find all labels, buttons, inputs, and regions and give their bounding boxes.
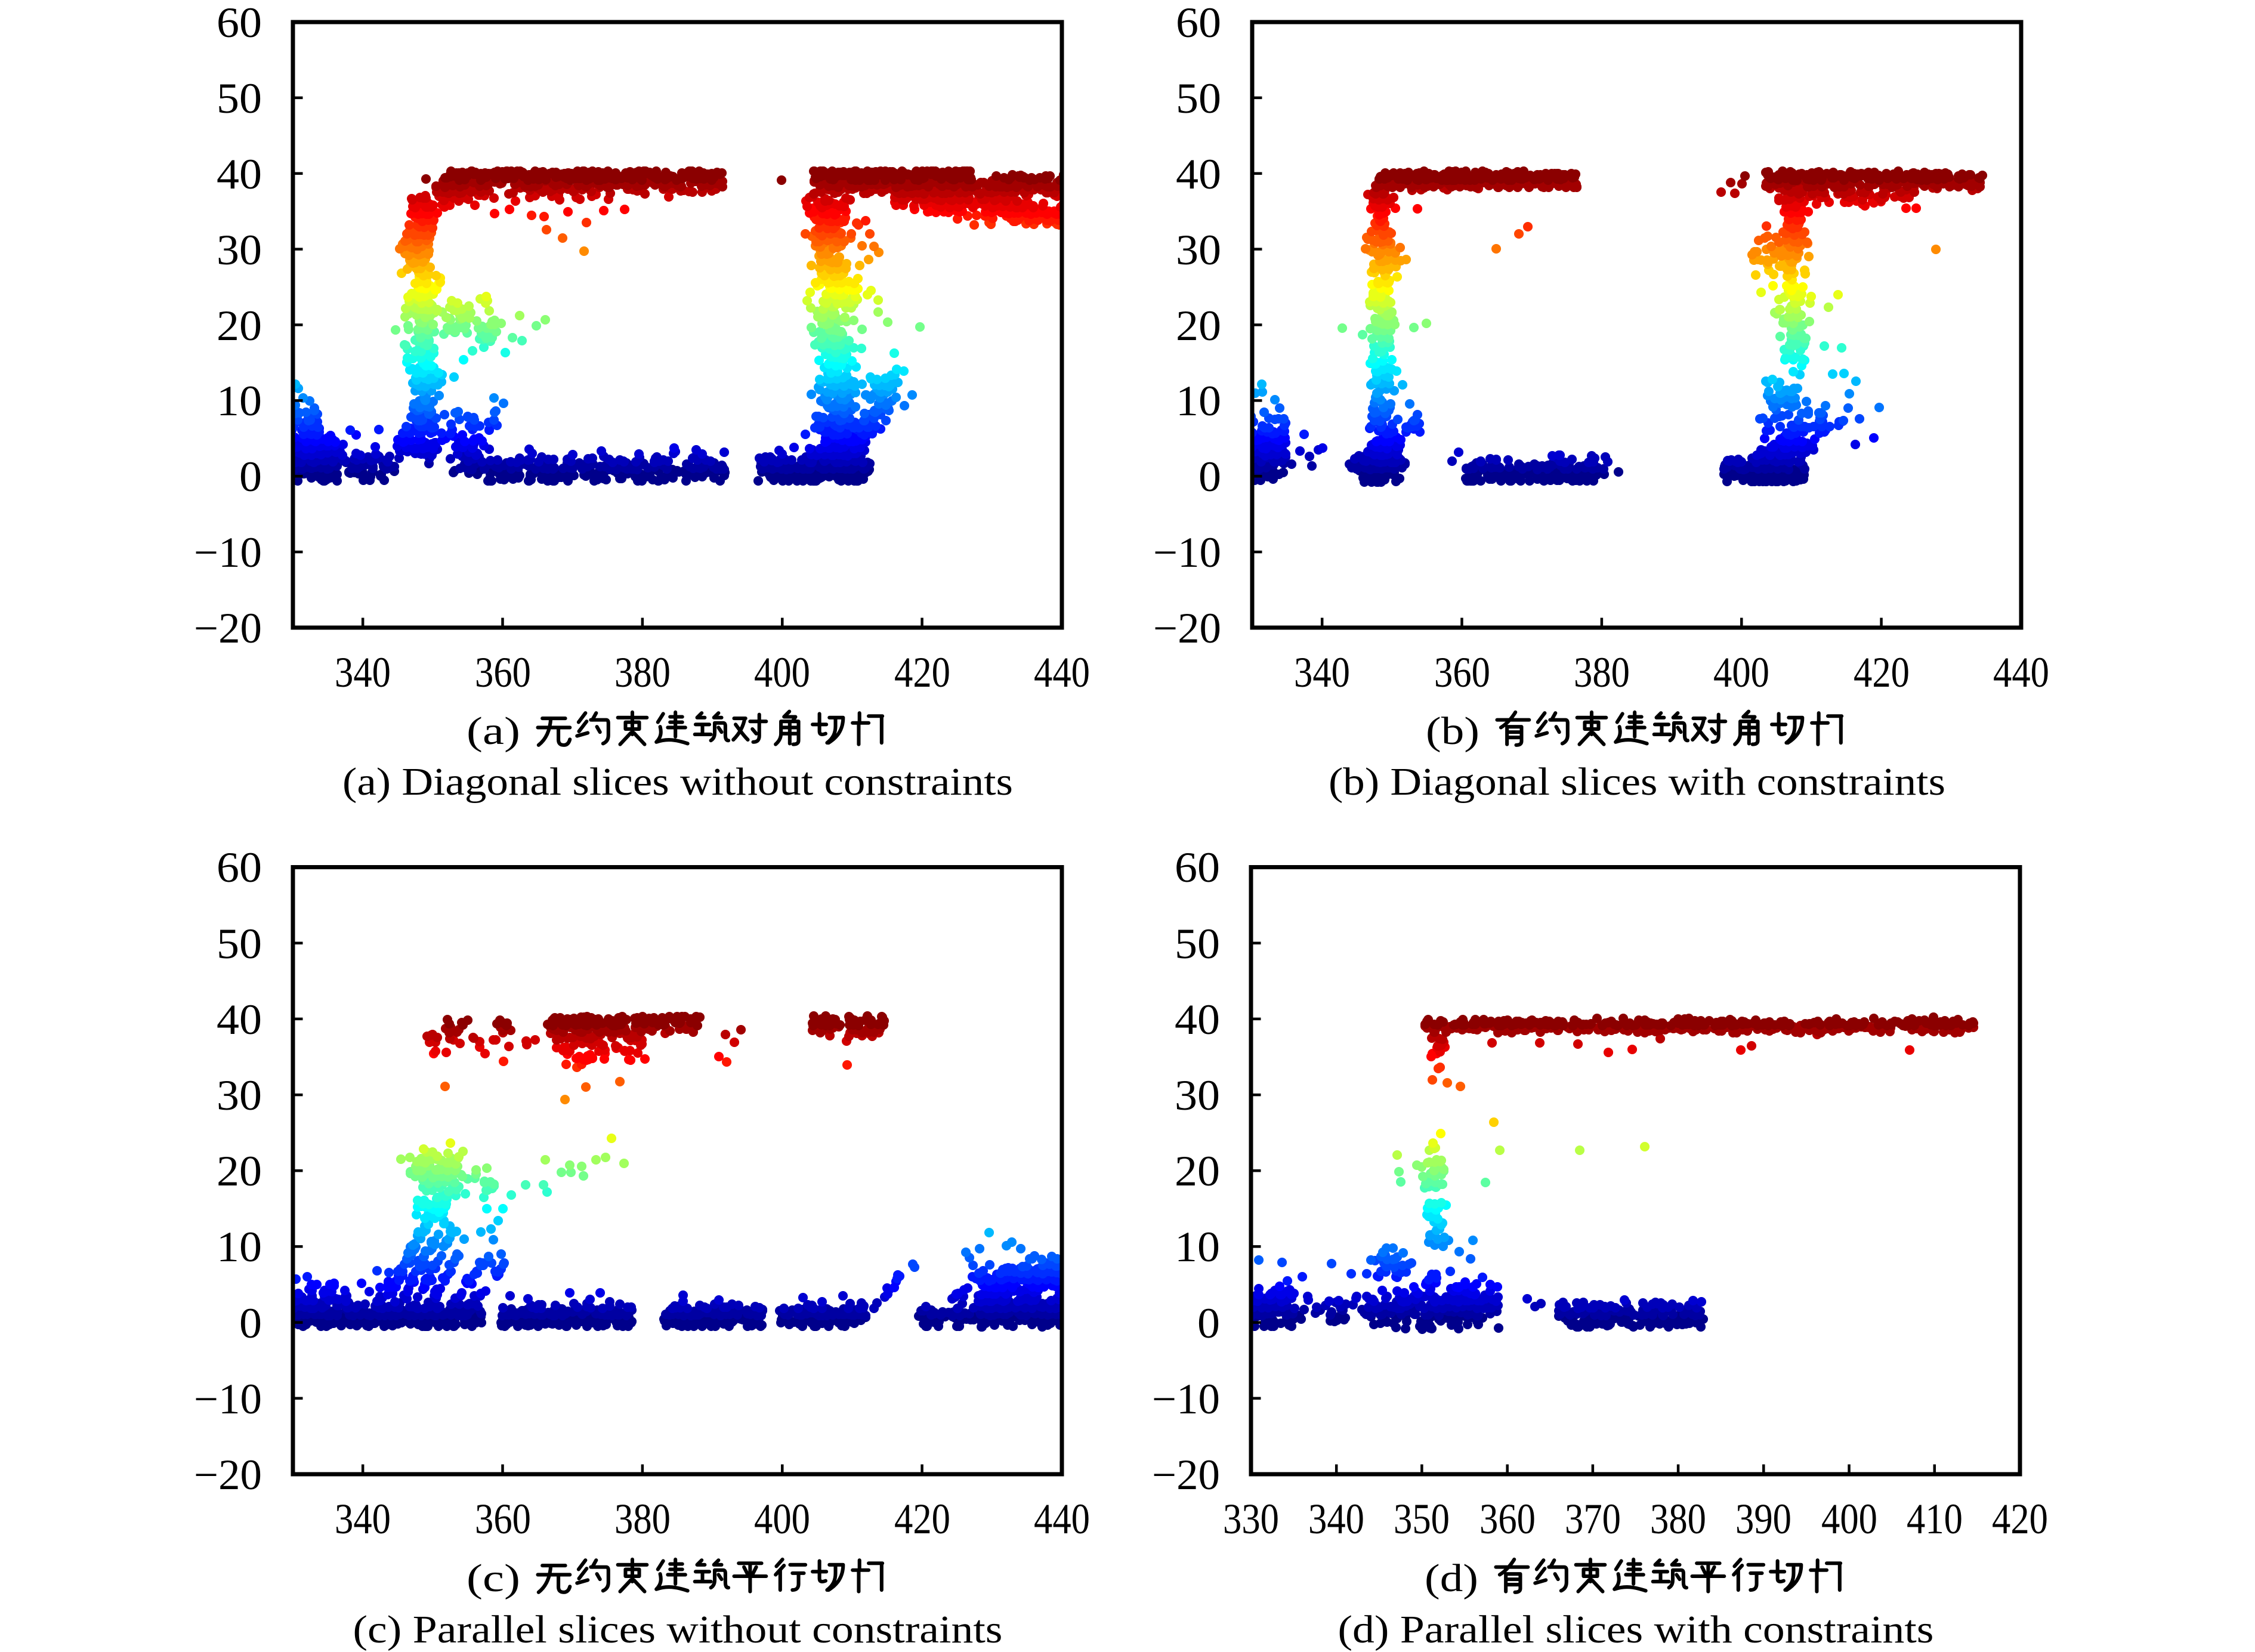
svg-text:380: 380 [1650, 1495, 1706, 1543]
svg-text:−20: −20 [1153, 604, 1221, 652]
svg-text:−20: −20 [194, 604, 262, 652]
svg-text:400: 400 [1821, 1495, 1877, 1543]
svg-text:(b): (b) [1426, 709, 1479, 753]
svg-text:40: 40 [1175, 996, 1220, 1043]
svg-text:40: 40 [1176, 150, 1221, 198]
svg-text:380: 380 [614, 649, 671, 696]
svg-text:390: 390 [1735, 1495, 1791, 1543]
svg-text:400: 400 [754, 1495, 810, 1543]
svg-text:−10: −10 [1152, 1375, 1220, 1423]
svg-text:30: 30 [1176, 226, 1221, 274]
svg-text:30: 30 [1175, 1072, 1220, 1119]
svg-text:340: 340 [335, 649, 391, 696]
svg-text:400: 400 [754, 649, 810, 696]
svg-text:330: 330 [1223, 1495, 1279, 1543]
svg-text:420: 420 [894, 649, 950, 696]
svg-text:20: 20 [1175, 1147, 1220, 1195]
svg-text:10: 10 [1175, 1223, 1220, 1271]
svg-text:(c): (c) [467, 1557, 520, 1600]
svg-text:(b) Diagonal slices with const: (b) Diagonal slices with constraints [1329, 760, 1945, 804]
svg-text:(d) Parallel slices with const: (d) Parallel slices with constraints [1338, 1608, 1934, 1651]
svg-text:−20: −20 [194, 1451, 262, 1499]
svg-text:60: 60 [217, 844, 262, 891]
svg-text:370: 370 [1565, 1495, 1621, 1543]
svg-text:360: 360 [1479, 1495, 1536, 1543]
svg-text:60: 60 [1176, 0, 1221, 47]
svg-text:30: 30 [217, 226, 262, 274]
svg-text:50: 50 [1176, 75, 1221, 122]
svg-text:60: 60 [217, 0, 262, 47]
svg-text:(d): (d) [1425, 1557, 1478, 1600]
svg-text:(a): (a) [467, 709, 520, 753]
svg-text:350: 350 [1394, 1495, 1450, 1543]
svg-text:50: 50 [217, 920, 262, 968]
svg-text:440: 440 [1034, 649, 1090, 696]
svg-text:440: 440 [1034, 1495, 1090, 1543]
svg-text:360: 360 [475, 1495, 531, 1543]
svg-text:340: 340 [335, 1495, 391, 1543]
svg-text:−10: −10 [194, 529, 262, 576]
svg-text:0: 0 [1198, 453, 1221, 501]
svg-text:50: 50 [217, 75, 262, 122]
svg-text:420: 420 [1854, 649, 1910, 696]
svg-text:0: 0 [239, 1299, 262, 1347]
svg-text:10: 10 [217, 377, 262, 425]
svg-text:340: 340 [1294, 649, 1350, 696]
svg-text:420: 420 [1992, 1495, 2048, 1543]
svg-text:400: 400 [1713, 649, 1769, 696]
svg-text:(c) Parallel slices without co: (c) Parallel slices without constraints [353, 1608, 1003, 1651]
svg-text:40: 40 [217, 150, 262, 198]
svg-text:−10: −10 [1153, 529, 1221, 576]
svg-text:340: 340 [1308, 1495, 1364, 1543]
svg-text:410: 410 [1907, 1495, 1963, 1543]
svg-text:380: 380 [1574, 649, 1630, 696]
svg-text:0: 0 [239, 453, 262, 501]
svg-text:20: 20 [217, 1147, 262, 1195]
svg-text:10: 10 [1176, 377, 1221, 425]
svg-text:30: 30 [217, 1072, 262, 1119]
svg-text:380: 380 [614, 1495, 671, 1543]
svg-text:360: 360 [475, 649, 531, 696]
svg-text:420: 420 [894, 1495, 950, 1543]
svg-text:−20: −20 [1152, 1451, 1220, 1499]
svg-text:0: 0 [1197, 1299, 1220, 1347]
svg-text:20: 20 [1176, 302, 1221, 350]
svg-text:40: 40 [217, 996, 262, 1043]
svg-text:−10: −10 [194, 1375, 262, 1423]
svg-text:10: 10 [217, 1223, 262, 1271]
svg-text:360: 360 [1434, 649, 1490, 696]
svg-text:20: 20 [217, 302, 262, 350]
svg-text:(a) Diagonal slices without co: (a) Diagonal slices without constraints [342, 760, 1013, 804]
svg-text:60: 60 [1175, 844, 1220, 891]
svg-text:50: 50 [1175, 920, 1220, 968]
svg-text:440: 440 [1993, 649, 2049, 696]
